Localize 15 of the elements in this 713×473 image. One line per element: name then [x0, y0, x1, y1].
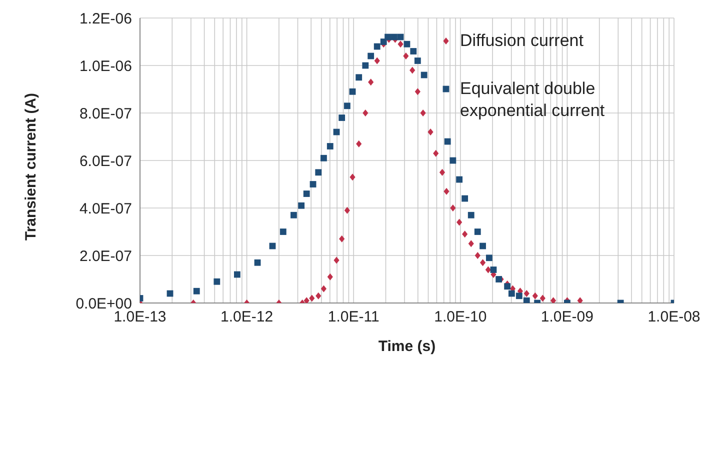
- y-tick-label: 1.2E-06: [79, 10, 132, 28]
- x-tick-label: 1.0E-08: [648, 308, 700, 326]
- x-tick-label: 1.0E-09: [540, 308, 594, 326]
- x-tick-label: 1.0E-12: [220, 308, 274, 326]
- y-axis-title: Transient current (A): [22, 92, 40, 240]
- y-tick-label: 8.0E-07: [79, 105, 132, 122]
- x-tick-label: 1.0E-10: [434, 308, 487, 326]
- y-tick-label: 2.0E-07: [79, 248, 132, 265]
- y-tick-label: 1.0E-06: [79, 58, 132, 75]
- legend-label: Diffusion current: [460, 30, 584, 52]
- x-axis-title: Time (s): [378, 338, 436, 355]
- y-tick-label: 4.0E-07: [79, 200, 132, 218]
- y-tick-label: 6.0E-07: [79, 152, 132, 170]
- x-tick-label: 1.0E-11: [328, 308, 380, 326]
- legend-label: Equivalent double exponential current: [460, 78, 606, 122]
